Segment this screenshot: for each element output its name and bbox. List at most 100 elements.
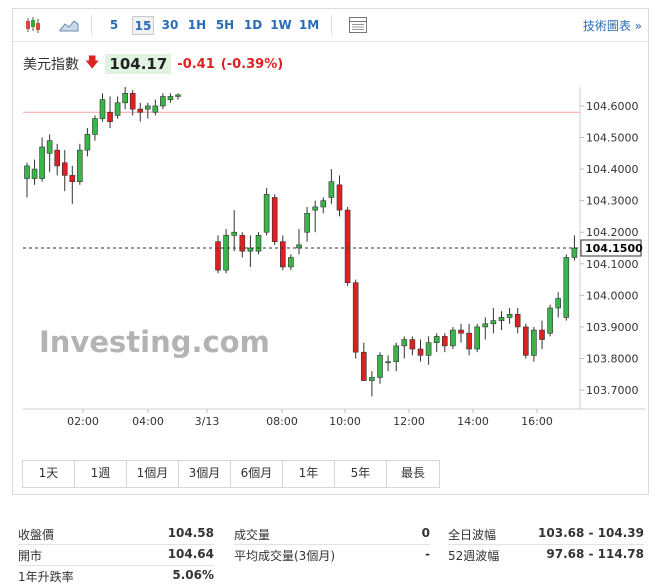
range-3m-button[interactable]: 3個月: [179, 461, 231, 487]
stat-volume: 成交量 0: [234, 526, 430, 542]
down-candle: [466, 332, 472, 350]
timeframe-5[interactable]: 5: [109, 18, 119, 32]
timeframe-30[interactable]: 30: [161, 18, 179, 32]
toolbar-separator: [331, 15, 332, 35]
range-max-button[interactable]: 最長: [387, 461, 439, 487]
range-1y-button[interactable]: 1年: [283, 461, 335, 487]
timeframe-15[interactable]: 15: [132, 16, 154, 35]
up-candle: [160, 96, 166, 107]
down-candle: [336, 184, 343, 211]
down-candle: [215, 241, 221, 271]
last-price: 104.17: [105, 54, 172, 74]
range-5y-button[interactable]: 5年: [335, 461, 387, 487]
up-candle: [99, 99, 106, 119]
up-candle: [531, 329, 537, 356]
up-candle: [24, 165, 30, 179]
up-candle: [175, 94, 181, 97]
stat-divider: [18, 565, 214, 566]
range-6m-button[interactable]: 6個月: [231, 461, 283, 487]
down-candle: [137, 108, 144, 113]
down-candle: [441, 336, 448, 347]
down-candle: [352, 282, 359, 353]
stat-label: 開市: [18, 549, 43, 563]
up-candle: [490, 320, 497, 325]
down-candle: [61, 162, 68, 176]
y-tick-label: 104.1000: [586, 258, 639, 271]
down-candle: [271, 197, 278, 242]
up-candle: [433, 336, 440, 344]
stat-value: 5.06%: [172, 568, 214, 582]
stat-day-range: 全日波幅 103.68 - 104.39: [448, 526, 644, 542]
up-candle: [425, 342, 432, 356]
range-1m-button[interactable]: 1個月: [127, 461, 179, 487]
y-tick-label: 103.9000: [586, 321, 639, 334]
stat-value: 97.68 - 114.78: [546, 547, 644, 561]
x-tick-label: 14:00: [457, 415, 489, 428]
down-candle: [129, 93, 136, 110]
stat-52w-range: 52週波幅 97.68 - 114.78: [448, 547, 644, 563]
up-candle: [482, 323, 489, 328]
stat-divider: [234, 544, 430, 545]
up-candle: [167, 96, 174, 100]
y-tick-label: 104.0000: [586, 289, 639, 302]
x-tick-label: 08:00: [266, 415, 298, 428]
stat-divider: [448, 544, 644, 545]
down-candle: [417, 348, 424, 356]
up-candle: [231, 231, 237, 236]
up-candle: [152, 105, 159, 113]
up-candle: [46, 140, 53, 154]
stat-1y-change: 1年升跌率 5.06%: [18, 568, 214, 584]
stat-value: 103.68 - 104.39: [538, 526, 644, 540]
up-candle: [84, 134, 91, 151]
up-candle: [320, 200, 327, 208]
candlestick-chart[interactable]: 104.6000 104.5000 104.4000 104.3000 104.2000…: [13, 9, 650, 459]
up-candle: [145, 105, 151, 110]
up-candle: [255, 235, 262, 252]
timeframe-5h[interactable]: 5H: [215, 18, 235, 32]
up-candle: [122, 93, 128, 104]
up-candle: [474, 326, 481, 350]
down-candle: [409, 339, 416, 350]
y-tick-label: 104.4000: [586, 163, 639, 176]
range-1d-button[interactable]: 1天: [23, 461, 75, 487]
up-candle: [77, 149, 83, 183]
up-candle: [312, 206, 319, 211]
down-candle: [279, 241, 286, 268]
up-candle: [450, 329, 456, 347]
stat-prev-close: 收盤價 104.58: [18, 526, 214, 542]
timeframe-1h[interactable]: 1H: [187, 18, 207, 32]
area-chart-type-icon[interactable]: [58, 15, 80, 35]
chart-panel: 5 15 30 1H 5H 1D 1W 1M 技術圖表 » 美元指數 🡇 104…: [12, 8, 649, 495]
y-tick-label: 104.6000: [586, 100, 639, 113]
timeframe-1w[interactable]: 1W: [270, 18, 292, 32]
y-tick-label: 104.3000: [586, 195, 639, 208]
up-candle: [288, 257, 294, 268]
y-tick-label: 103.8000: [586, 352, 639, 365]
stat-label: 成交量: [234, 528, 271, 542]
stat-value: 104.64: [167, 547, 214, 561]
technical-chart-link[interactable]: 技術圖表 »: [582, 19, 642, 33]
y-tick-label: 104.5000: [586, 132, 639, 145]
timeframe-1d[interactable]: 1D: [243, 18, 263, 32]
up-candle: [92, 118, 98, 135]
data-table-icon[interactable]: [347, 15, 369, 35]
price-change-pct: (-0.39%): [220, 56, 284, 72]
up-candle: [563, 257, 570, 318]
up-candle: [114, 102, 121, 116]
x-tick-label: 3/13: [195, 415, 220, 428]
y-tick-label: 104.2000: [586, 226, 639, 239]
stat-value: -: [425, 547, 430, 561]
current-price-label-box: [580, 239, 642, 257]
timeframe-1m[interactable]: 1M: [298, 18, 320, 32]
up-candle: [223, 235, 229, 271]
x-tick-label: 10:00: [329, 415, 361, 428]
down-candle: [69, 175, 76, 183]
candlestick-type-icon[interactable]: [22, 15, 44, 35]
stat-avg-volume: 平均成交量(3個月) -: [234, 547, 430, 563]
price-change: -0.41: [177, 56, 215, 72]
stat-label: 收盤價: [18, 528, 55, 542]
range-1w-button[interactable]: 1週: [75, 461, 127, 487]
down-candle: [514, 313, 521, 328]
down-candle: [522, 326, 529, 356]
x-tick-label: 12:00: [393, 415, 425, 428]
